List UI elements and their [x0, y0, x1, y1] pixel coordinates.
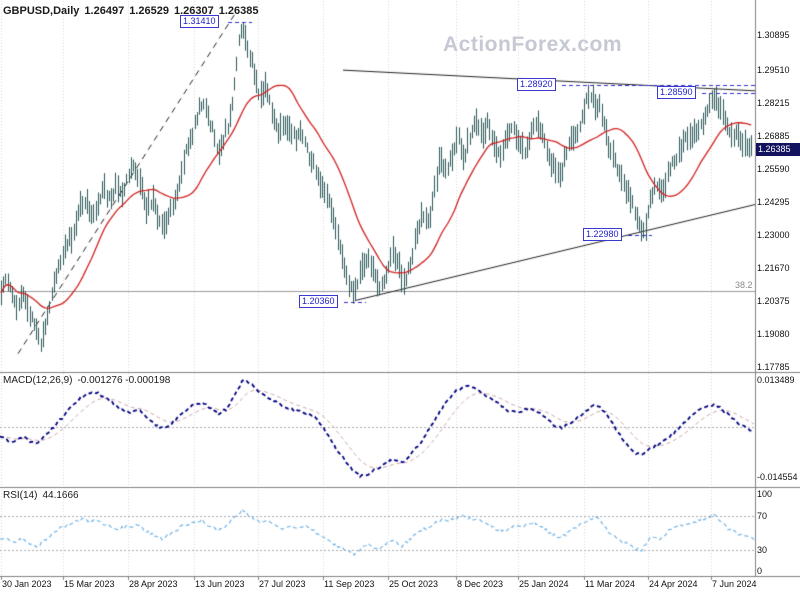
- date-label: 24 Apr 2024: [649, 579, 698, 589]
- price-level-label: 1.22980: [583, 228, 622, 241]
- price-axis-label: 1.21670: [757, 263, 790, 273]
- price-axis-label: 1.20375: [757, 296, 790, 306]
- price-axis-label: 1.25590: [757, 164, 790, 174]
- current-price-tag: 1.26385: [756, 143, 800, 156]
- price-axis-label: 1.17785: [757, 362, 790, 372]
- macd-name: MACD(12,26,9): [3, 375, 73, 386]
- open-value: 1.26497: [84, 5, 125, 17]
- price-axis-label: 1.29510: [757, 65, 790, 75]
- chart-title: GBPUSD,Daily 1.26497 1.26529 1.26307 1.26385: [3, 5, 263, 17]
- price-level-label: 1.28920: [517, 78, 556, 91]
- date-label: 25 Oct 2023: [389, 579, 439, 589]
- low-value: 1.26307: [173, 5, 214, 17]
- date-label: 27 Jul 2023: [259, 579, 306, 589]
- price-level-label: 1.20360: [299, 295, 338, 308]
- price-axis-label: 1.23000: [757, 230, 790, 240]
- price-axis-label: 1.24295: [757, 197, 790, 207]
- rsi-indicator-label: RSI(14) 44.1666: [3, 490, 84, 501]
- date-label: 25 Jan 2024: [519, 579, 569, 589]
- rsi-axis-label: 30: [757, 545, 768, 555]
- rsi-axis-label: 100: [757, 489, 773, 499]
- date-label: 11 Mar 2024: [585, 579, 635, 589]
- close-value: 1.26385: [218, 5, 259, 17]
- rsi-axis-label: 0: [757, 566, 763, 576]
- date-label: 30 Jan 2023: [2, 579, 52, 589]
- date-label: 11 Sep 2023: [324, 579, 375, 589]
- macd-axis-label: 0.013489: [757, 375, 795, 385]
- price-level-label: 1.31410: [180, 15, 219, 28]
- date-label: 13 Jun 2023: [195, 579, 245, 589]
- rsi-axis-label: 70: [757, 511, 768, 521]
- macd-values: -0.001276 -0.000198: [77, 375, 171, 386]
- date-label: 8 Dec 2023: [457, 579, 504, 589]
- rsi-name: RSI(14): [3, 490, 38, 501]
- price-axis-label: 1.19080: [757, 329, 790, 339]
- macd-axis-label: -0.014554: [757, 472, 798, 482]
- price-axis-label: 1.30895: [757, 30, 790, 40]
- rsi-value: 44.1666: [42, 490, 79, 501]
- macd-indicator-label: MACD(12,26,9) -0.001276 -0.000198: [3, 375, 175, 386]
- price-axis-label: 1.28215: [757, 98, 790, 108]
- high-value: 1.26529: [129, 5, 169, 17]
- symbol-label: GBPUSD,Daily: [3, 5, 80, 17]
- price-level-label: 1.28590: [657, 86, 696, 99]
- date-label: 7 Jun 2024: [712, 579, 757, 589]
- price-axis-label: 1.26885: [757, 131, 790, 141]
- fib-382-label: 38.2: [735, 280, 753, 290]
- date-label: 28 Apr 2023: [129, 579, 178, 589]
- date-label: 15 Mar 2023: [64, 579, 115, 589]
